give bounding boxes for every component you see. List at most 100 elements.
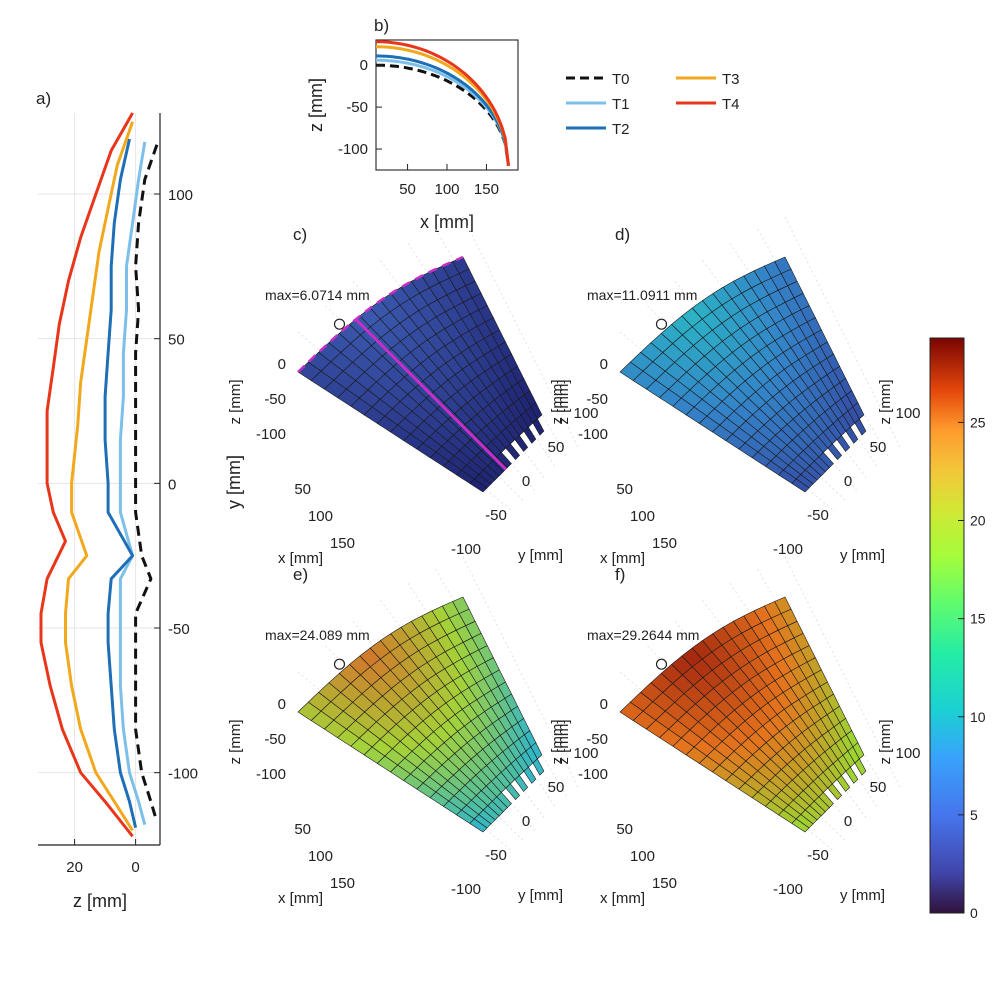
surface-c-patch (514, 435, 529, 452)
surface-c-xtick: 50 (294, 481, 311, 498)
surface-c-patch (523, 426, 537, 444)
surface-c-patch (532, 418, 545, 436)
surface-e-ztick: -100 (256, 766, 286, 783)
surface-e-max-marker (333, 658, 346, 670)
panel-a-xtick-label: 20 (66, 859, 83, 876)
colorbar-tick-label: 25 (970, 414, 986, 430)
panel-b-series-T3 (376, 45, 510, 166)
surface-f-ztick: -100 (578, 766, 608, 783)
surface-d-zlabel: z [mm] (549, 380, 566, 425)
surface-f-ytick: 0 (844, 813, 852, 830)
surface-c-highlight-section (354, 318, 507, 471)
surface-e-patch (505, 783, 521, 800)
surface-f-mesh (619, 596, 867, 833)
surface-d-patch (845, 426, 859, 444)
legend-label-T1: T1 (612, 96, 630, 113)
panel-b: b) 50 100 150 0 -50 -100 x [mm] z [mm] (306, 16, 519, 232)
surface-e-max-label: max=24.089 mm (265, 627, 370, 643)
surface-e-patch (523, 766, 537, 784)
panel-a-xtick-label: 0 (131, 859, 139, 876)
panel-b-ytick-label: 0 (360, 57, 368, 74)
surface-e-xlabel: x [mm] (278, 890, 323, 907)
surface-d-xtick: 100 (630, 508, 655, 525)
surface-d-xlabel: x [mm] (600, 550, 645, 567)
surface-e-zlabel-right: z [mm] (555, 720, 572, 765)
surface-d-ztick: 0 (600, 356, 608, 373)
colorbar-tick-label: 15 (970, 611, 986, 627)
surface-panel-e-title: e) (293, 565, 308, 584)
surface-c-max-label: max=6.0714 mm (265, 287, 370, 303)
surface-e-ztick: -50 (264, 731, 286, 748)
colorbar-tick-label: 5 (970, 807, 978, 823)
surface-f-ztick: 0 (600, 696, 608, 713)
surface-panel-f-title: f) (615, 565, 625, 584)
surface-e-patch (530, 742, 543, 760)
panel-a-ytick-label: 100 (168, 187, 193, 204)
panel-b-lines (375, 40, 510, 167)
legend-label-T3: T3 (722, 71, 740, 88)
panel-b-ticks: 50 100 150 0 -50 -100 (338, 57, 499, 198)
panel-b-series-T4 (376, 40, 510, 166)
surface-d-ytick: -50 (807, 507, 829, 524)
panel-b-xtick-label: 50 (399, 181, 416, 198)
panel-a-series-T4 (39, 112, 134, 838)
panel-a-ytick-label: 50 (168, 332, 185, 349)
panel-b-series-T0 (376, 63, 510, 167)
surface-e-ytick: 100 (573, 745, 598, 762)
surface-c-ytick: 0 (522, 473, 530, 490)
surface-e-ztick: 0 (278, 696, 286, 713)
colorbar-tick-label: 0 (970, 905, 978, 921)
surface-d-max-label: max=11.0911 mm (587, 287, 697, 303)
surface-c-max-marker (333, 318, 346, 330)
surface-f-ytick: -100 (773, 881, 803, 898)
panel-a-lines (39, 112, 159, 838)
surface-panel-d-title: d) (615, 225, 630, 244)
surface-f-zlabel-right: z [mm] (877, 720, 894, 765)
panel-b-ytick-label: -50 (346, 99, 368, 116)
surface-e-zlabel: z [mm] (227, 720, 244, 765)
surface-d-ytick: 50 (870, 439, 887, 456)
surface-panel-c-title: c) (293, 225, 307, 244)
panel-a-series-T2 (103, 138, 138, 828)
surface-panel-e: e) max=24.089 mm 0 -50 -100 z [mm] 50 100 150 x [… (227, 556, 599, 907)
surface-e-mesh (297, 596, 545, 833)
panel-a-series-T1 (118, 141, 147, 826)
surface-c-xlabel: x [mm] (278, 550, 323, 567)
surface-e-patch (496, 791, 512, 809)
colorbar-tick-label: 20 (970, 513, 986, 529)
panel-b-xtick-label: 100 (434, 181, 459, 198)
legend-label-T0: T0 (612, 71, 630, 88)
surface-f-max-marker (655, 658, 668, 670)
surface-e-patch (514, 775, 529, 792)
panel-b-ylabel: z [mm] (306, 78, 326, 132)
panel-a-series-T3 (64, 121, 135, 832)
surface-c-zlabel: z [mm] (227, 380, 244, 425)
surface-d-max-marker (655, 318, 668, 330)
surface-c-ytick: -50 (485, 507, 507, 524)
surface-d-ytick: 100 (895, 405, 920, 422)
panel-b-label: b) (374, 16, 389, 35)
surface-c-highlight-edge (297, 255, 464, 373)
surface-f-patch (818, 791, 834, 809)
surface-c-patch (530, 402, 543, 420)
surface-d-ytick: 0 (844, 473, 852, 490)
surface-f-patch (836, 775, 851, 792)
surface-d-zlabel-right: z [mm] (877, 380, 894, 425)
panel-b-xtick-label: 150 (474, 181, 499, 198)
surface-c-ztick: -50 (264, 391, 286, 408)
surface-e-patch (532, 758, 545, 776)
surface-c-ylabel: y [mm] (518, 547, 563, 564)
surface-e-ytick: 50 (548, 779, 565, 796)
surface-f-xtick: 150 (652, 875, 677, 892)
surface-f-zlabel: z [mm] (549, 720, 566, 765)
surface-f-xtick: 50 (616, 821, 633, 838)
panel-b-series-T2 (375, 54, 510, 167)
surface-e-xtick: 150 (330, 875, 355, 892)
panel-a-xlabel: z [mm] (73, 891, 127, 911)
surface-d-xtick: 50 (616, 481, 633, 498)
surface-c-extra-ylabel: y [mm] (224, 455, 244, 509)
surface-e-xtick: 50 (294, 821, 311, 838)
